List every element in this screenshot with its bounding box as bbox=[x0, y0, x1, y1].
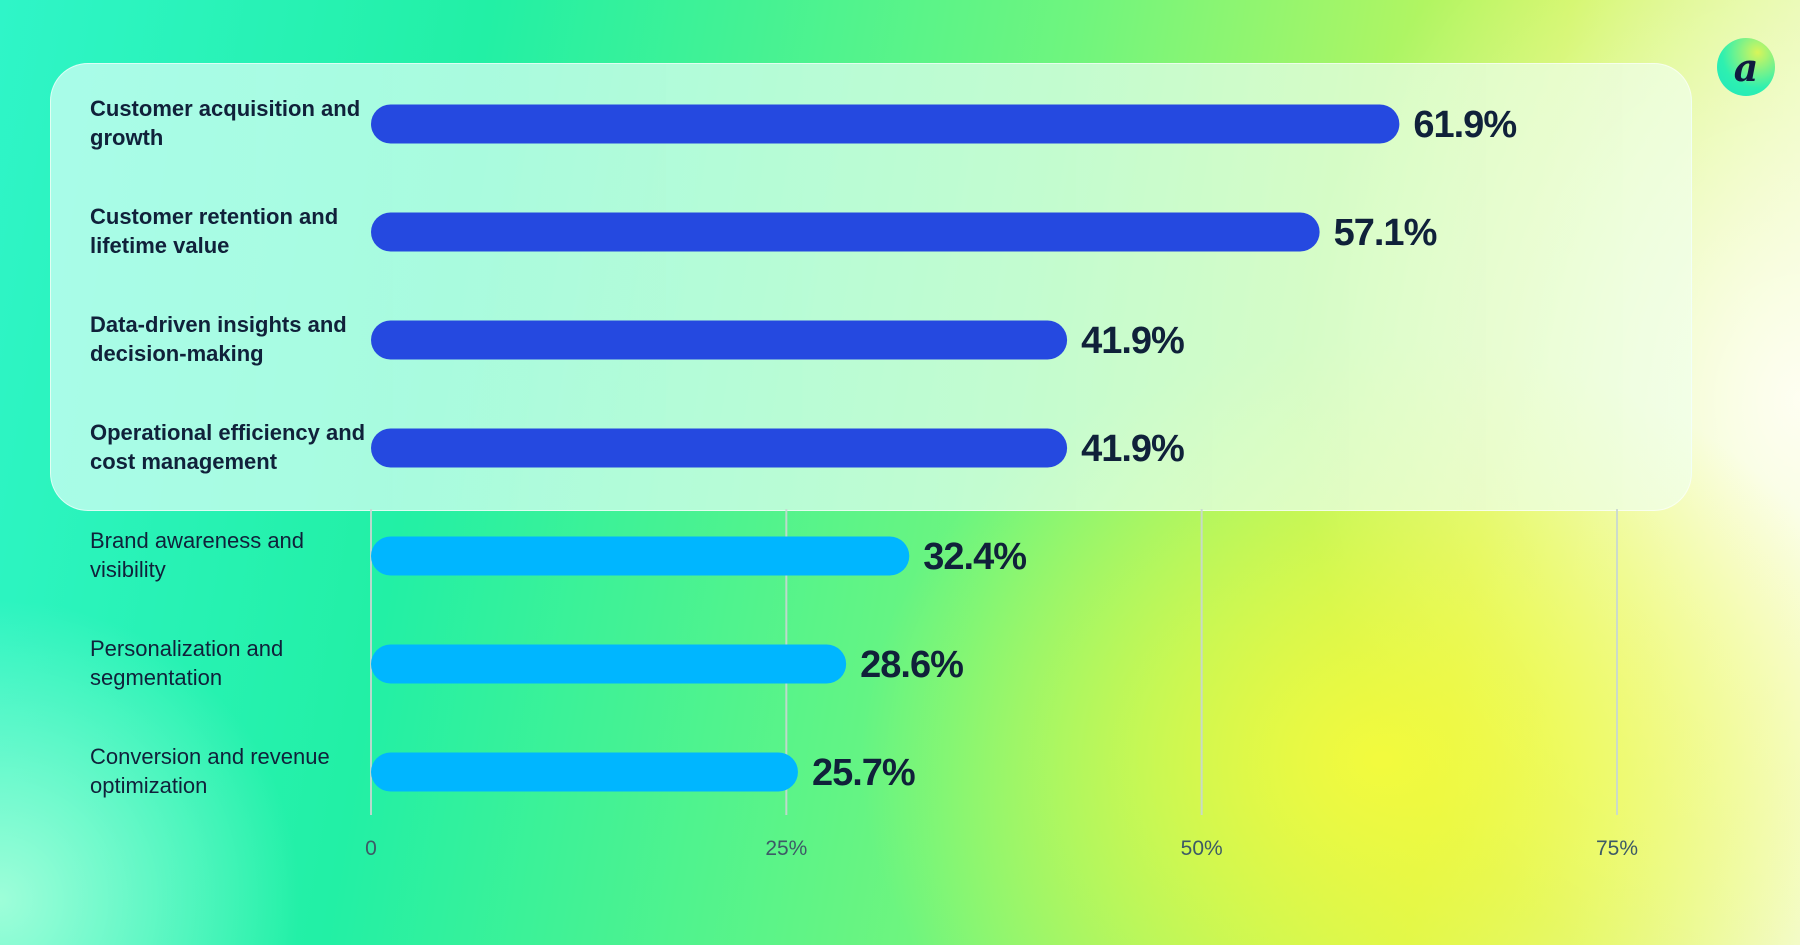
category-label: Data-driven insights and decision-making bbox=[90, 312, 347, 366]
category-label: Conversion and revenue optimization bbox=[90, 744, 330, 798]
data-label: 28.6% bbox=[860, 644, 963, 686]
bar bbox=[371, 320, 1068, 360]
bar bbox=[371, 536, 910, 576]
data-label: 32.4% bbox=[923, 536, 1026, 578]
x-tick-label: 50% bbox=[1181, 837, 1223, 860]
logo-letter: a bbox=[1733, 44, 1759, 90]
bar bbox=[371, 212, 1320, 252]
data-label: 25.7% bbox=[812, 752, 915, 794]
data-label: 61.9% bbox=[1413, 104, 1516, 146]
brand-logo: a bbox=[1717, 38, 1775, 96]
bar bbox=[371, 644, 847, 684]
x-tick-label: 25% bbox=[765, 837, 807, 860]
category-label: Brand awareness and visibility bbox=[90, 528, 305, 582]
bar bbox=[371, 752, 798, 792]
x-tick-label: 0 bbox=[365, 837, 377, 860]
category-label: Customer retention and lifetime value bbox=[90, 204, 339, 258]
category-label: Personalization and segmentation bbox=[90, 636, 284, 690]
x-tick-label: 75% bbox=[1596, 837, 1638, 860]
data-label: 41.9% bbox=[1081, 320, 1184, 362]
data-label: 57.1% bbox=[1334, 212, 1437, 254]
bar bbox=[371, 104, 1400, 144]
bar bbox=[371, 428, 1068, 468]
data-label: 41.9% bbox=[1081, 428, 1184, 470]
category-label: Operational efficiency and cost manageme… bbox=[90, 420, 366, 474]
category-label: Customer acquisition and growth bbox=[90, 96, 361, 150]
